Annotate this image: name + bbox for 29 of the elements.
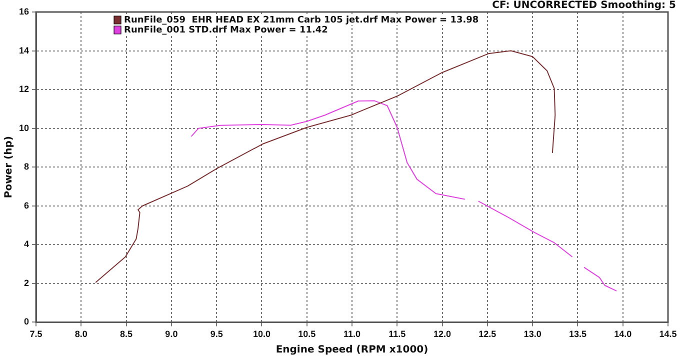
legend-label: RunFile_059 EHR HEAD EX 21mm Carb 105 jet.drf Max Power = 13.98 bbox=[124, 15, 479, 26]
y-tick-label: 2 bbox=[24, 278, 30, 288]
y-tick-label: 0 bbox=[24, 316, 30, 327]
legend-label: RunFile_001 STD.drf Max Power = 11.42 bbox=[124, 25, 328, 36]
x-tick-label: 10.0 bbox=[252, 329, 270, 340]
x-tick-label: 9.0 bbox=[165, 329, 178, 340]
x-tick-label: 12.0 bbox=[434, 329, 452, 340]
x-tick-label: 8.0 bbox=[74, 329, 88, 340]
y-tick-label: 14 bbox=[18, 45, 30, 56]
x-tick-label: 11.5 bbox=[388, 329, 406, 340]
x-tick-label: 14.5 bbox=[659, 329, 677, 340]
text: CF: UNCORRECTED Smoothing: 5 bbox=[492, 0, 676, 11]
x-tick-label: 13.0 bbox=[524, 329, 542, 340]
y-tick-label: 8 bbox=[24, 162, 30, 172]
y-tick-label: 4 bbox=[24, 239, 30, 250]
x-axis-title: Engine Speed (RPM x1000) bbox=[276, 344, 428, 356]
x-tick-label: 13.5 bbox=[568, 329, 586, 340]
y-tick-label: 12 bbox=[18, 84, 30, 94]
x-tick-label: 9.5 bbox=[210, 329, 223, 340]
x-tick-label: 10.5 bbox=[298, 329, 316, 340]
y-axis-title: Power (hp) bbox=[4, 136, 15, 198]
y-tick-label: 16 bbox=[18, 6, 30, 16]
x-tick-label: 7.5 bbox=[30, 329, 42, 340]
x-tick-label: 12.5 bbox=[478, 329, 496, 340]
x-tick-label: 8.5 bbox=[120, 329, 133, 340]
y-tick-label: 10 bbox=[18, 122, 30, 133]
y-tick-label: 6 bbox=[24, 200, 30, 210]
x-tick-label: 14.0 bbox=[614, 329, 632, 340]
x-tick-label: 11.0 bbox=[343, 329, 361, 340]
